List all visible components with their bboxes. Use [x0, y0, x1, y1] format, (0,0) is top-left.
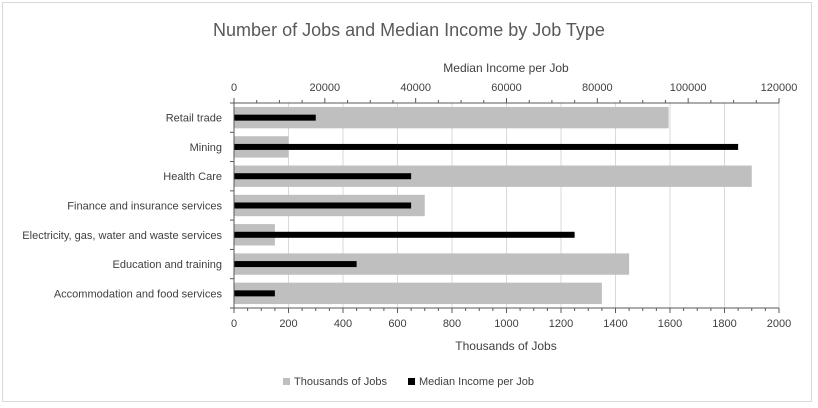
top-tick-label: 100000 — [670, 82, 707, 94]
bar-income — [234, 202, 412, 209]
bottom-tick-label: 400 — [334, 318, 352, 330]
category-label: Accommodation and food services — [54, 288, 223, 300]
bottom-tick-label: 1400 — [603, 318, 627, 330]
top-tick-label: 40000 — [400, 82, 431, 94]
bar-income — [234, 261, 357, 268]
bottom-tick-label: 1600 — [658, 318, 682, 330]
top-axis-title: Median Income per Job — [443, 61, 569, 75]
category-label: Electricity, gas, water and waste servic… — [22, 230, 222, 242]
bottom-tick-label: 1000 — [494, 318, 518, 330]
bottom-tick-label: 0 — [231, 318, 237, 330]
category-label: Mining — [190, 142, 222, 154]
top-tick-label: 60000 — [491, 82, 522, 94]
bar-income — [234, 231, 575, 238]
top-tick-label: 20000 — [310, 82, 341, 94]
category-label: Health Care — [163, 171, 222, 183]
top-tick-label: 80000 — [582, 82, 613, 94]
category-label: Education and training — [113, 259, 222, 271]
chart-area: Number of Jobs and Median Income by Job … — [2, 2, 812, 402]
bar-jobs — [234, 106, 669, 129]
bottom-tick-label: 1800 — [712, 318, 736, 330]
bottom-tick-label: 200 — [279, 318, 297, 330]
chart-title: Number of Jobs and Median Income by Job … — [213, 20, 605, 40]
bar-income — [234, 290, 275, 297]
legend-swatch-jobs — [283, 378, 290, 385]
labels: 0 200 400 600 800 1000 1200 1400 1600 1800 20000 20… — [22, 82, 797, 330]
bar-income — [234, 143, 739, 150]
chart-canvas: Number of Jobs and Median Income by Job … — [22, 20, 797, 388]
category-label: Finance and insurance services — [67, 201, 222, 213]
legend-swatch-income — [408, 378, 415, 385]
legend-label-jobs: Thousands of Jobs — [294, 376, 387, 388]
bottom-tick-label: 600 — [388, 318, 406, 330]
top-tick-label: 0 — [231, 82, 237, 94]
bar-income — [234, 173, 412, 180]
legend-label-income: Median Income per Job — [419, 376, 534, 388]
bar-jobs — [234, 165, 752, 187]
bottom-tick-label: 2000 — [767, 318, 791, 330]
bar-income — [234, 114, 316, 121]
category-label: Retail trade — [166, 113, 222, 125]
bottom-tick-label: 1200 — [549, 318, 573, 330]
bars — [234, 106, 752, 305]
bar-jobs — [234, 282, 602, 305]
top-tick-label: 120000 — [761, 82, 798, 94]
legend: Thousands of Jobs Median Income per Job — [283, 376, 534, 388]
axes — [230, 98, 780, 313]
bottom-axis-title: Thousands of Jobs — [455, 339, 556, 353]
bottom-tick-label: 800 — [443, 318, 461, 330]
bar-jobs — [234, 253, 630, 275]
